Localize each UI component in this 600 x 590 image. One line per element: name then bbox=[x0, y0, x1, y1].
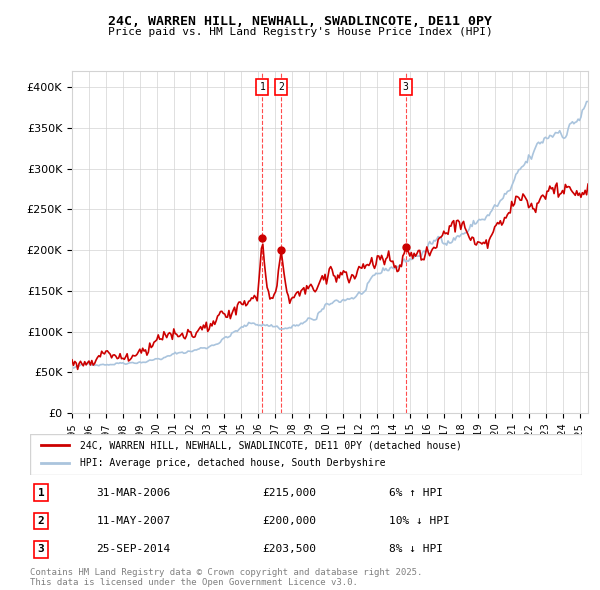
Text: 10% ↓ HPI: 10% ↓ HPI bbox=[389, 516, 449, 526]
Text: £200,000: £200,000 bbox=[262, 516, 316, 526]
Text: 2: 2 bbox=[278, 82, 284, 92]
Text: HPI: Average price, detached house, South Derbyshire: HPI: Average price, detached house, Sout… bbox=[80, 458, 385, 468]
Text: £215,000: £215,000 bbox=[262, 488, 316, 498]
Text: 1: 1 bbox=[38, 488, 44, 498]
Text: 3: 3 bbox=[38, 545, 44, 555]
Text: 1: 1 bbox=[259, 82, 265, 92]
Text: 24C, WARREN HILL, NEWHALL, SWADLINCOTE, DE11 0PY (detached house): 24C, WARREN HILL, NEWHALL, SWADLINCOTE, … bbox=[80, 440, 461, 450]
Text: Price paid vs. HM Land Registry's House Price Index (HPI): Price paid vs. HM Land Registry's House … bbox=[107, 27, 493, 37]
Text: 8% ↓ HPI: 8% ↓ HPI bbox=[389, 545, 443, 555]
Text: 31-MAR-2006: 31-MAR-2006 bbox=[96, 488, 170, 498]
Text: 6% ↑ HPI: 6% ↑ HPI bbox=[389, 488, 443, 498]
Text: 3: 3 bbox=[403, 82, 409, 92]
Text: 2: 2 bbox=[38, 516, 44, 526]
FancyBboxPatch shape bbox=[30, 434, 582, 475]
Text: 25-SEP-2014: 25-SEP-2014 bbox=[96, 545, 170, 555]
Text: £203,500: £203,500 bbox=[262, 545, 316, 555]
Text: 24C, WARREN HILL, NEWHALL, SWADLINCOTE, DE11 0PY: 24C, WARREN HILL, NEWHALL, SWADLINCOTE, … bbox=[108, 15, 492, 28]
Text: 11-MAY-2007: 11-MAY-2007 bbox=[96, 516, 170, 526]
Text: Contains HM Land Registry data © Crown copyright and database right 2025.
This d: Contains HM Land Registry data © Crown c… bbox=[30, 568, 422, 587]
